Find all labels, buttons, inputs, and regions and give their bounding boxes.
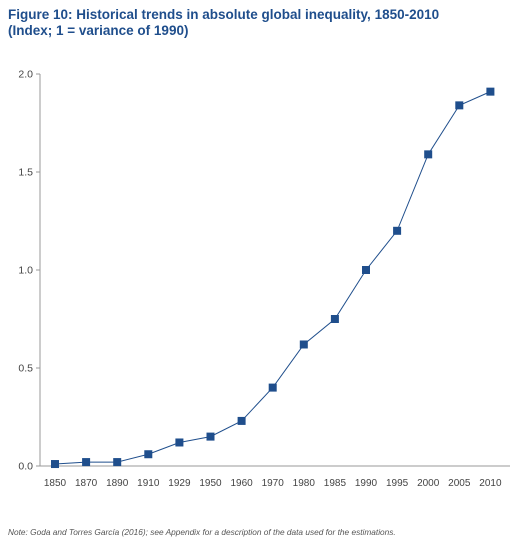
x-tick-label: 1980 — [293, 478, 316, 489]
x-tick-label: 1995 — [386, 478, 409, 489]
x-tick-label: 1985 — [324, 478, 347, 489]
x-tick-label: 2010 — [479, 478, 502, 489]
data-point — [51, 460, 59, 469]
data-point — [82, 458, 91, 467]
x-tick-label: 1890 — [106, 478, 129, 489]
x-tick-label: 1929 — [168, 478, 191, 489]
x-tick-label: 1970 — [262, 478, 285, 489]
x-tick-label: 2000 — [417, 478, 440, 489]
source-note: Note: Goda and Torres García (2016); see… — [8, 527, 396, 537]
data-point — [455, 101, 464, 110]
data-point — [237, 416, 246, 425]
y-tick-label: 2.0 — [18, 69, 33, 81]
data-point — [268, 383, 277, 392]
x-tick-label: 1990 — [355, 478, 378, 489]
title-line: Figure 10: Historical trends in absolute… — [8, 7, 440, 22]
data-point — [424, 150, 433, 159]
data-point — [299, 340, 308, 349]
data-point — [144, 450, 153, 459]
y-tick-label: 1.0 — [18, 265, 33, 277]
y-tick-label: 1.5 — [18, 167, 33, 179]
data-point — [486, 87, 495, 96]
x-tick-label: 1950 — [199, 478, 222, 489]
subtitle-line: (Index; 1 = variance of 1990) — [8, 23, 189, 38]
x-tick-label: 1870 — [75, 478, 98, 489]
data-point — [175, 438, 184, 447]
y-tick-label: 0.5 — [18, 363, 33, 375]
x-tick-label: 2005 — [448, 478, 471, 489]
chart-title: Figure 10: Historical trends in absolute… — [8, 7, 513, 39]
y-tick-label: 0.0 — [18, 461, 33, 473]
x-tick-label: 1960 — [230, 478, 253, 489]
data-point — [113, 458, 122, 467]
data-point — [206, 432, 215, 441]
data-point — [330, 315, 339, 323]
series-line — [54, 91, 491, 465]
data-point — [393, 226, 402, 235]
x-tick-label: 1910 — [137, 478, 160, 489]
x-tick-label: 1850 — [44, 478, 67, 489]
data-point — [362, 266, 370, 274]
